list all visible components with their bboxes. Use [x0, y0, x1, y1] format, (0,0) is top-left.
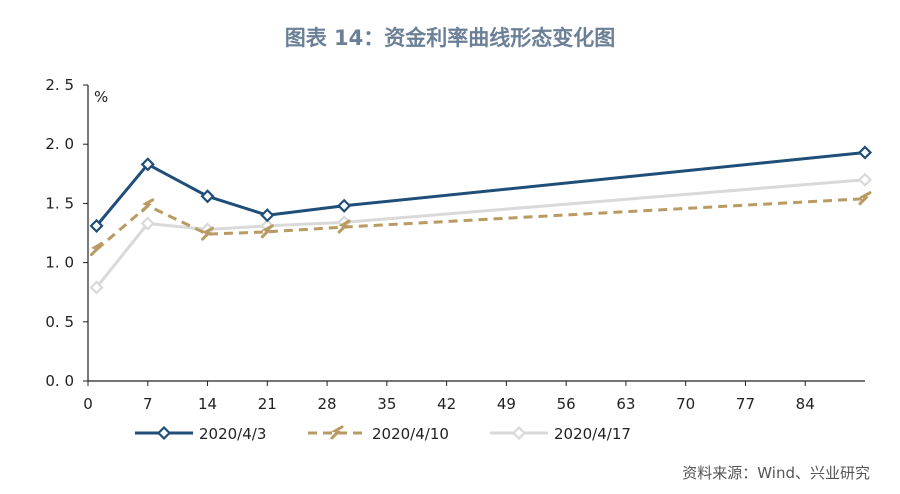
legend-marker — [156, 425, 172, 441]
legend-marker — [511, 425, 527, 441]
data-point — [200, 189, 215, 204]
series-2 — [90, 191, 872, 257]
x-tick-label: 77 — [736, 395, 755, 413]
legend-marker — [330, 425, 344, 440]
legend-item-1: 2020/4/3 — [135, 425, 266, 443]
chart-title: 图表 14：资金利率曲线形态变化图 — [284, 26, 616, 50]
series-line — [95, 150, 866, 227]
data-point — [89, 218, 104, 233]
legend: 2020/4/3 2020/4/10 2020/4/17 — [135, 425, 631, 443]
data-point — [260, 224, 274, 239]
legend-label: 2020/4/10 — [372, 425, 449, 443]
data-point — [858, 191, 872, 206]
x-tick-label: 14 — [198, 395, 217, 413]
data-point — [90, 242, 104, 257]
y-tick-label: 1. 0 — [45, 254, 74, 272]
x-tick-label: 63 — [616, 395, 635, 413]
x-tick-label: 84 — [796, 395, 815, 413]
y-tick-label: 0. 5 — [45, 313, 74, 331]
data-point — [141, 198, 155, 213]
x-tick-label: 21 — [258, 395, 277, 413]
y-axis-label: % — [94, 88, 108, 106]
source-note: 资料来源：Wind、兴业研究 — [682, 464, 870, 482]
data-point — [140, 157, 155, 172]
x-tick-label: 42 — [437, 395, 456, 413]
data-point — [140, 216, 155, 231]
data-point — [337, 198, 352, 213]
data-point — [260, 208, 275, 223]
x-tick-label: 35 — [377, 395, 396, 413]
x-tick-label: 0 — [83, 395, 93, 413]
axes: 0. 0 0. 5 1. 0 1. 5 2. 0 2. 5% 0 7 14 21 28 35 42 49 5… — [45, 76, 865, 413]
y-tick-label: 1. 5 — [45, 194, 74, 212]
y-tick-label: 0. 0 — [45, 372, 74, 390]
x-tick-label: 56 — [557, 395, 576, 413]
legend-item-3: 2020/4/17 — [490, 425, 631, 443]
x-tick-label: 7 — [143, 395, 153, 413]
legend-label: 2020/4/17 — [554, 425, 631, 443]
y-tick-label: 2. 0 — [45, 135, 74, 153]
legend-label: 2020/4/3 — [199, 425, 266, 443]
data-point — [857, 172, 873, 187]
data-point — [201, 226, 215, 241]
series-layer — [89, 145, 873, 295]
x-tick-label: 28 — [318, 395, 337, 413]
data-point — [857, 145, 873, 160]
data-point — [89, 280, 104, 295]
x-tick-label: 49 — [497, 395, 516, 413]
x-tick-label: 70 — [676, 395, 695, 413]
legend-item-2: 2020/4/10 — [308, 425, 449, 443]
data-point — [337, 219, 351, 234]
series-line — [95, 178, 866, 289]
series-line — [95, 197, 866, 251]
series-1 — [89, 145, 873, 233]
y-tick-label: 2. 5 — [45, 76, 74, 94]
